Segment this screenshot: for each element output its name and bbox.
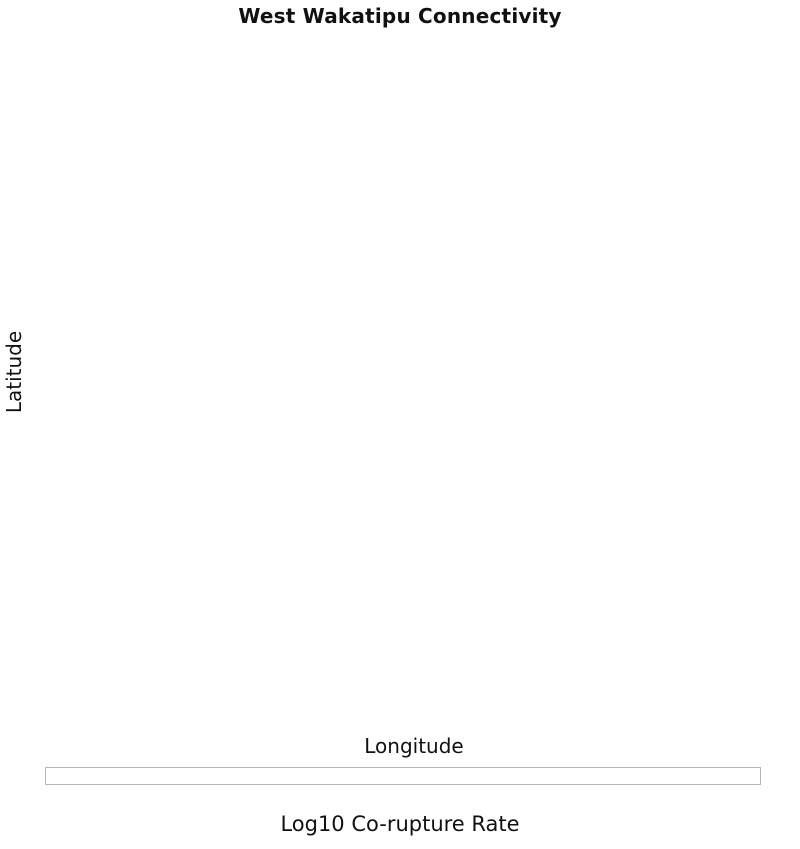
colorbar-label: Log10 Co-rupture Rate bbox=[280, 812, 520, 836]
x-axis-label: Longitude bbox=[364, 734, 464, 758]
chart-title: West Wakatipu Connectivity bbox=[238, 4, 562, 28]
colorbar bbox=[45, 767, 761, 785]
